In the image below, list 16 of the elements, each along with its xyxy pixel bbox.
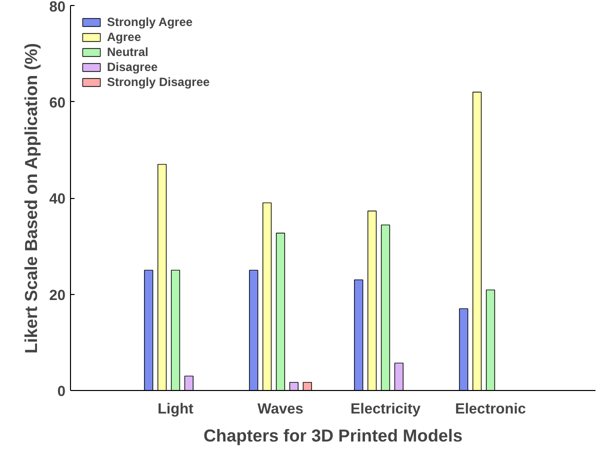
x-tick-label: Light (158, 402, 194, 418)
x-tick-label: Waves (258, 402, 304, 418)
y-tick-label: 0 (57, 384, 66, 400)
legend-label: Strongly Agree (107, 15, 193, 29)
x-tick-label: Electronic (455, 402, 526, 418)
legend-label: Strongly Disagree (107, 75, 210, 89)
y-tick-label: 80 (49, 0, 66, 16)
legend-label: Neutral (107, 45, 148, 59)
legend-label: Agree (107, 30, 142, 44)
y-tick-label: 40 (49, 192, 66, 208)
y-tick-label: 20 (49, 288, 66, 304)
y-tick-label: 60 (49, 95, 66, 112)
x-tick-label: Electricity (350, 402, 422, 418)
legend-label: Disagree (107, 60, 158, 74)
x-axis-title: Chapters for 3D Printed Models (204, 426, 462, 446)
y-axis-title: Likert Scale Based on Application (%) (21, 43, 42, 354)
